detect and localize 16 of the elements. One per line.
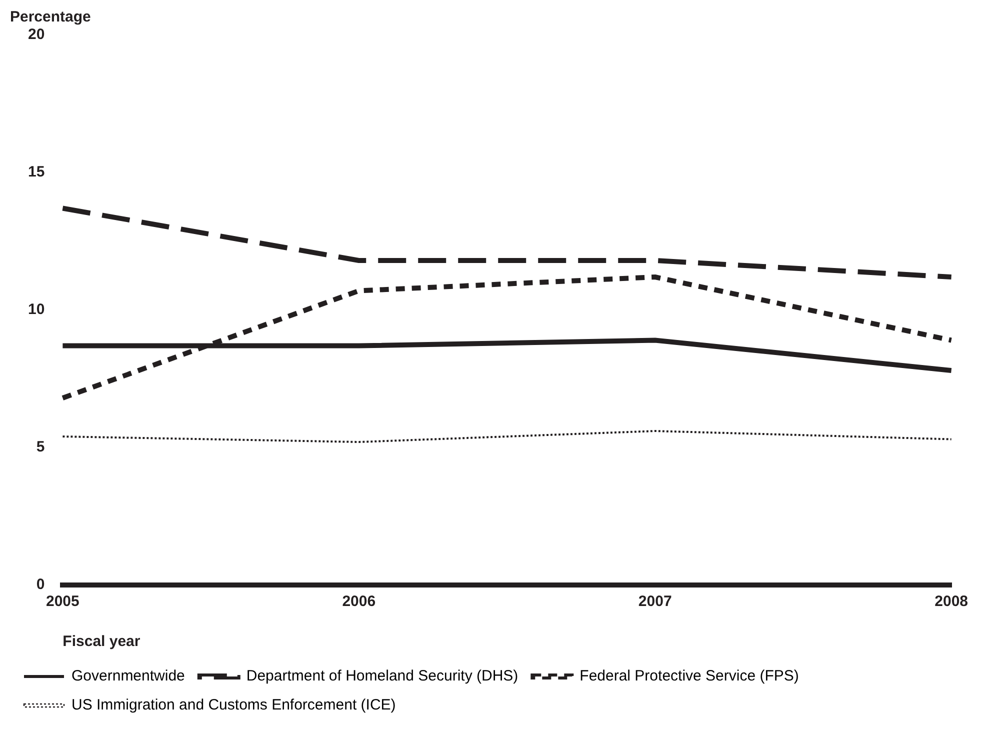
- y-tick-label: 15: [28, 164, 45, 181]
- legend-label: US Immigration and Customs Enforcement (ICE): [72, 696, 396, 714]
- x-tick-label: 2008: [934, 593, 968, 610]
- legend-label: Governmentwide: [72, 668, 185, 685]
- x-tick-label: 2006: [342, 593, 376, 610]
- legend-label: Federal Protective Service (FPS): [580, 668, 799, 685]
- x-tick-label: 2005: [46, 593, 80, 610]
- y-axis-title: Percentage: [10, 8, 91, 26]
- y-tick-label: 10: [28, 301, 45, 318]
- x-axis-title: Fiscal year: [62, 633, 140, 650]
- y-tick-label: 5: [36, 438, 45, 456]
- y-tick-label: 20: [28, 26, 45, 44]
- line-series: [62, 430, 952, 443]
- legend-label: Department of Homeland Security (DHS): [246, 668, 518, 685]
- x-tick-label: 2007: [638, 593, 672, 610]
- y-tick-label: 0: [36, 576, 45, 594]
